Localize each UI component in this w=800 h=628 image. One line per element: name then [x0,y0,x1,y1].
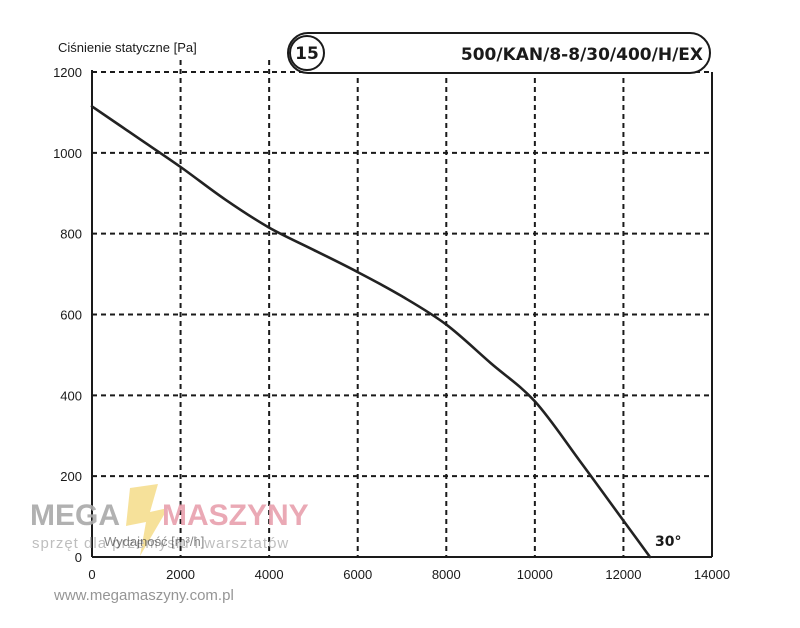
x-tick-label-14000: 14000 [694,567,730,582]
x-tick-label-4000: 4000 [255,567,284,582]
title-box [287,32,711,74]
x-axis-label: Wydajność [m³/h] [104,534,204,549]
y-tick-label-200: 200 [60,469,82,484]
chart-title: 500/KAN/8-8/30/400/H/EX [461,45,703,65]
watermark-brand-mega: MEGA [30,499,120,532]
watermark-url: www.megamaszyny.com.pl [53,587,234,604]
badge-number: 15 [295,44,319,64]
series-label-30deg: 30° [655,534,681,550]
plot-frame [91,70,713,558]
y-axis-label: Ciśnienie statyczne [Pa] [58,40,197,55]
series-line-30deg [90,105,652,559]
x-tick-label-8000: 8000 [432,567,461,582]
x-tick-label-0: 0 [88,567,95,582]
x-tick-label-12000: 12000 [605,567,641,582]
watermark-brand-maszyny: MASZYNY [162,499,309,532]
badge-circle [289,35,325,71]
watermark-tagline: sprzęt dla przemysłu i warsztatów [32,535,289,552]
x-tick-label-10000: 10000 [517,567,553,582]
y-tick-label-800: 800 [60,227,82,242]
y-tick-label-400: 400 [60,388,82,403]
y-tick-label-600: 600 [60,308,82,323]
y-tick-label-0: 0 [75,550,82,565]
y-tick-labels: 0 200 400 600 800 1000 1200 [53,65,82,565]
x-tick-labels: 0 2000 4000 6000 8000 10000 12000 14000 [88,567,730,582]
y-tick-label-1000: 1000 [53,146,82,161]
watermark-logo-icon [126,484,168,556]
y-tick-label-1200: 1200 [53,65,82,80]
watermark: MEGA MASZYNY sprzęt dla przemysłu i wars… [30,484,309,604]
grid-lines [92,60,712,557]
x-tick-label-2000: 2000 [166,567,195,582]
x-tick-label-6000: 6000 [343,567,372,582]
